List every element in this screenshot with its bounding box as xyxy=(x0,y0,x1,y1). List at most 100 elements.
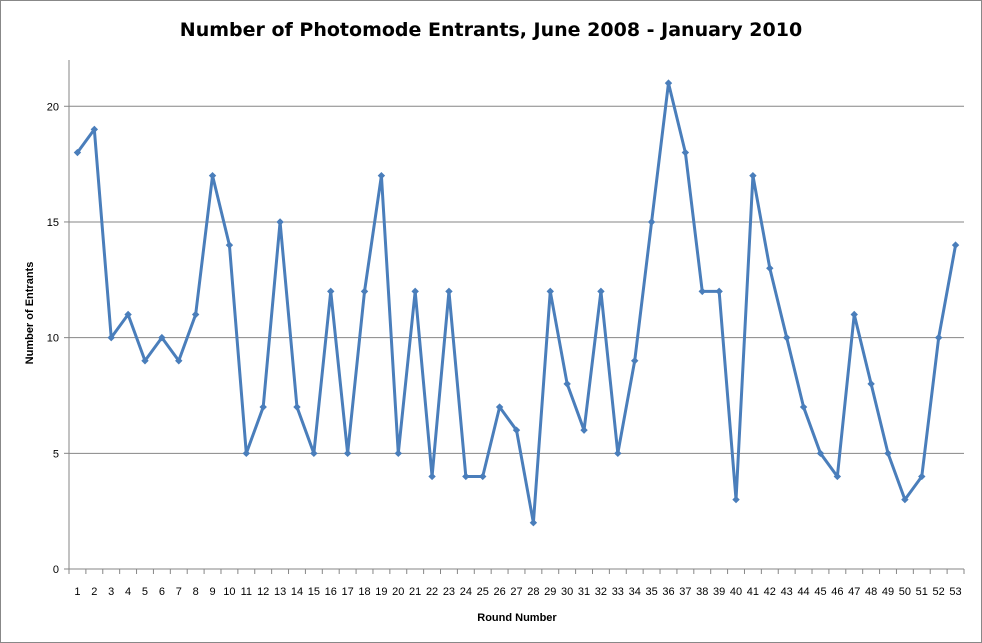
data-point xyxy=(934,333,943,342)
chart-title: Number of Photomode Entrants, June 2008 … xyxy=(180,19,802,41)
data-point xyxy=(563,380,571,388)
x-tick-label: 25 xyxy=(477,586,489,598)
series-line xyxy=(75,81,958,525)
x-tick-label: 6 xyxy=(159,586,165,598)
data-point xyxy=(799,403,808,411)
x-tick-label: 32 xyxy=(595,586,607,598)
x-tick-label: 3 xyxy=(108,586,114,598)
x-tick-label: 43 xyxy=(781,586,793,598)
data-point xyxy=(73,148,82,157)
series-group xyxy=(73,79,960,527)
x-tick-label: 16 xyxy=(325,586,337,598)
x-tick-label: 21 xyxy=(409,586,421,598)
x-tick-label: 28 xyxy=(527,586,539,598)
data-point xyxy=(445,287,453,296)
x-tick-label: 1 xyxy=(74,586,80,598)
data-point xyxy=(495,403,504,411)
x-tick-label: 2 xyxy=(91,586,97,598)
data-point xyxy=(698,287,706,296)
data-point xyxy=(951,241,960,249)
data-point xyxy=(631,357,639,365)
data-point xyxy=(850,310,858,319)
data-point xyxy=(310,449,318,458)
x-tick-label: 27 xyxy=(510,586,522,598)
x-tick-label: 51 xyxy=(916,586,928,598)
x-tick-label: 47 xyxy=(848,586,860,598)
data-point xyxy=(647,218,656,226)
gridlines xyxy=(69,105,964,454)
x-tick-label: 37 xyxy=(679,586,691,598)
x-tick-label: 7 xyxy=(176,586,182,598)
data-point xyxy=(107,333,115,342)
data-point xyxy=(664,79,673,87)
x-tick-label: 18 xyxy=(358,586,370,598)
data-point xyxy=(225,241,234,249)
data-point xyxy=(276,218,284,226)
x-tick-label: 8 xyxy=(193,586,199,598)
data-point xyxy=(479,472,487,481)
x-tick-label: 17 xyxy=(342,586,354,598)
data-point xyxy=(766,264,774,272)
data-point xyxy=(377,171,386,180)
x-tick-label: 45 xyxy=(814,586,826,598)
data-point xyxy=(782,333,791,342)
x-tick-label: 23 xyxy=(443,586,455,598)
x-tick-label: 26 xyxy=(493,586,505,598)
x-tick-label: 24 xyxy=(460,586,472,598)
x-tick-label: 46 xyxy=(831,586,843,598)
data-point xyxy=(901,495,909,504)
data-point xyxy=(580,426,588,434)
data-point xyxy=(512,426,521,434)
data-point xyxy=(327,287,335,296)
data-point xyxy=(343,449,352,458)
x-tick-label: 44 xyxy=(797,586,809,598)
x-tick-label: 30 xyxy=(561,586,573,598)
data-point xyxy=(918,472,926,481)
data-point xyxy=(411,287,419,296)
x-tick-label: 5 xyxy=(142,586,148,598)
data-point xyxy=(529,519,538,527)
x-tick-label: 9 xyxy=(209,586,215,598)
data-point xyxy=(597,287,605,296)
data-point xyxy=(191,310,200,319)
x-tick-label: 40 xyxy=(730,586,742,598)
x-axis-label: Round Number xyxy=(477,612,557,624)
data-point xyxy=(394,449,402,458)
data-point xyxy=(293,403,301,411)
x-tick-label: 14 xyxy=(291,586,303,598)
data-point xyxy=(715,287,723,296)
data-point xyxy=(360,287,369,296)
x-tick-label: 35 xyxy=(645,586,657,598)
y-tick-label: 20 xyxy=(47,101,59,113)
x-tick-label: 20 xyxy=(392,586,404,598)
x-tick-label: 53 xyxy=(949,586,961,598)
data-point xyxy=(546,287,554,296)
data-point xyxy=(867,380,875,388)
x-tick-label: 36 xyxy=(662,586,674,598)
x-tick-label: 39 xyxy=(713,586,725,598)
y-tick-label: 5 xyxy=(53,448,59,460)
y-tick-label: 15 xyxy=(47,217,59,229)
y-tick-label: 0 xyxy=(53,564,59,576)
x-tick-label: 38 xyxy=(696,586,708,598)
x-tick-label: 50 xyxy=(899,586,911,598)
x-tick-label: 4 xyxy=(125,586,131,598)
data-point xyxy=(175,357,183,365)
data-point xyxy=(681,148,690,157)
x-tick-label: 15 xyxy=(308,586,320,598)
x-tick-label: 52 xyxy=(933,586,945,598)
data-point xyxy=(816,449,825,458)
y-tick-labels: 0 5 10 15 20 xyxy=(47,101,59,576)
x-tick-labels: 1 2 3 4 5 6 7 8 9 10 11 12 13 14 15 16 17 18 19 20 21 22 23 24 2… xyxy=(74,586,961,598)
data-point xyxy=(141,357,149,365)
data-point xyxy=(158,333,166,342)
data-point xyxy=(208,171,217,180)
x-tick-label: 33 xyxy=(612,586,624,598)
x-tick-label: 49 xyxy=(882,586,894,598)
data-point xyxy=(884,449,892,458)
x-tick-label: 19 xyxy=(375,586,387,598)
x-tick-label: 31 xyxy=(578,586,590,598)
data-point xyxy=(462,472,470,481)
x-tick-label: 12 xyxy=(257,586,269,598)
